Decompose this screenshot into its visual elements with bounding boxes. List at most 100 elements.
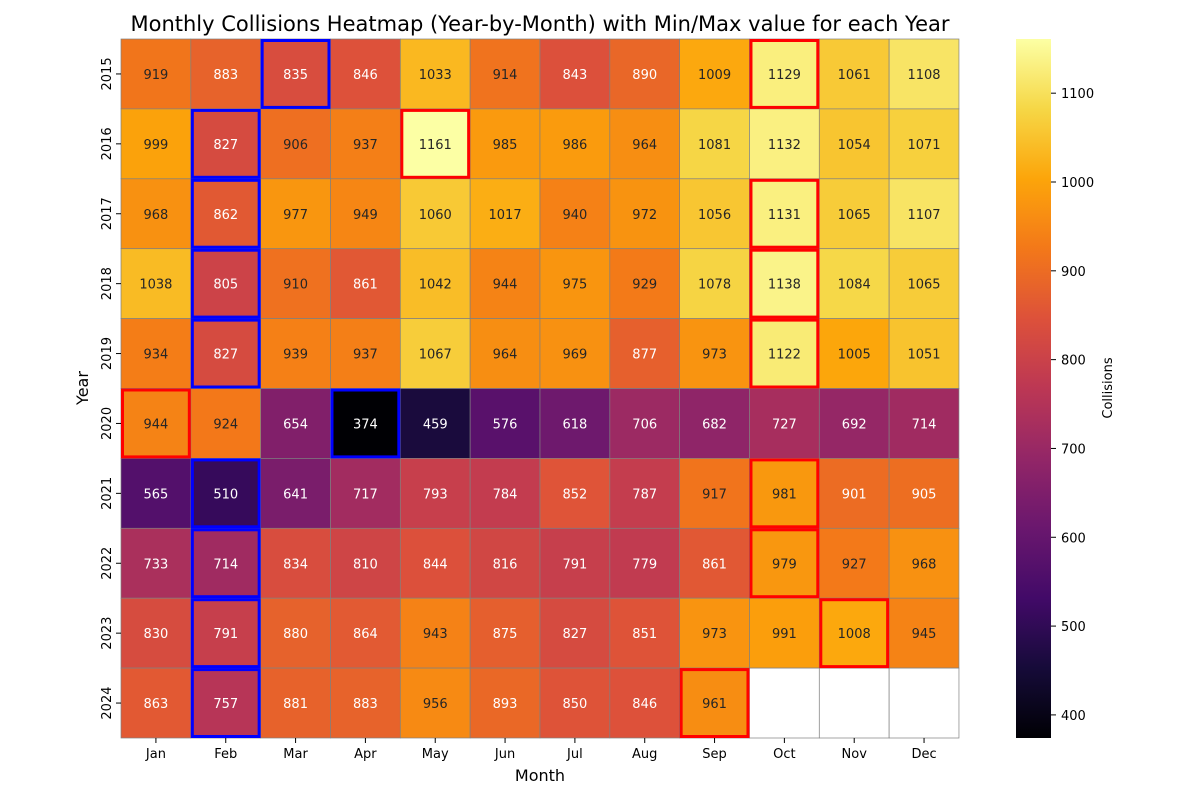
cell-value-label: 846 — [632, 697, 657, 712]
heatmap-cell — [399, 178, 471, 250]
cell-value-label: 883 — [213, 68, 238, 83]
cell-value-label: 1056 — [698, 208, 731, 223]
heatmap-cell — [818, 248, 890, 319]
cell-value-label: 618 — [562, 417, 587, 432]
heatmap-cell — [749, 38, 820, 110]
cell-value-label: 985 — [493, 138, 518, 153]
x-tick-label: Nov — [842, 747, 868, 762]
colorbar-tick-label: 700 — [1061, 442, 1086, 457]
heatmap-cell — [609, 388, 680, 459]
heatmap-cell — [888, 178, 960, 250]
cell-value-label: 787 — [632, 487, 657, 502]
min-highlight-box — [190, 458, 261, 529]
heatmap-cell — [330, 597, 401, 669]
cell-value-label: 901 — [842, 487, 867, 502]
cell-value-label: 986 — [562, 138, 587, 153]
heatmap-cell — [888, 458, 960, 529]
cell-value-label: 964 — [632, 138, 657, 153]
heatmap-cell — [260, 388, 331, 459]
heatmap-cell — [399, 667, 471, 739]
cell-value-label: 1084 — [838, 278, 871, 293]
cell-value-label: 944 — [493, 278, 518, 293]
cell-value-label: 991 — [772, 627, 797, 642]
cell-value-label: 852 — [562, 487, 587, 502]
cell-value-label: 861 — [702, 557, 727, 572]
heatmap-cell — [469, 248, 541, 319]
cell-value-label: 846 — [353, 68, 378, 83]
cell-value-label: 940 — [562, 208, 587, 223]
cell-value-label: 1107 — [907, 208, 940, 223]
cell-value-label: 1038 — [139, 278, 172, 293]
heatmap-cell — [120, 248, 192, 319]
heatmap-cell — [609, 527, 680, 599]
colorbar-ticks: 400 500 600 700 800 900 1000 1100 — [1051, 87, 1094, 724]
max-highlight-box — [749, 318, 820, 389]
cell-value-label: 1054 — [838, 138, 871, 153]
cell-value-label: 881 — [283, 697, 308, 712]
heatmap-cell — [330, 248, 401, 319]
x-tick-label: Feb — [214, 747, 237, 762]
cell-value-label: 961 — [702, 697, 727, 712]
x-tick-label: Sep — [702, 747, 727, 762]
heatmap-cell — [330, 38, 401, 110]
cell-value-label: 934 — [144, 348, 169, 363]
heatmap-cell — [190, 318, 262, 389]
cell-value-label: 969 — [562, 348, 587, 363]
heatmap-cell-empty — [749, 667, 820, 739]
cell-value-label: 977 — [283, 208, 308, 223]
max-highlight-box — [121, 388, 191, 459]
heatmap-cell — [469, 108, 541, 180]
y-tick-label: 2022 — [100, 547, 115, 580]
heatmap-cell — [609, 248, 680, 319]
cell-value-label: 1033 — [419, 68, 452, 83]
cell-value-label: 929 — [632, 278, 657, 293]
heatmap-cell — [399, 248, 471, 319]
heatmap-cell — [679, 597, 750, 669]
heatmap-cell — [818, 108, 890, 180]
heatmap-cell — [120, 667, 192, 739]
cell-value-label: 844 — [423, 557, 448, 572]
cell-value-label: 956 — [423, 697, 448, 712]
cell-value-label: 910 — [283, 278, 308, 293]
heatmap-cell — [749, 178, 820, 250]
y-tick-label: 2016 — [100, 127, 115, 160]
heatmap-cell — [749, 597, 820, 669]
min-highlight-box — [190, 178, 261, 249]
min-highlight-box — [190, 248, 261, 319]
cell-value-label: 850 — [562, 697, 587, 712]
heatmap-cell — [190, 458, 262, 529]
colorbar — [1016, 39, 1051, 738]
min-highlight-box — [190, 108, 261, 179]
cell-value-label: 1008 — [838, 627, 871, 642]
colorbar-tick-label: 1000 — [1061, 176, 1094, 191]
cell-value-label: 1065 — [838, 208, 871, 223]
cell-value-label: 973 — [702, 627, 727, 642]
cell-value-label: 1138 — [768, 278, 801, 293]
heatmap-cell — [399, 38, 471, 110]
heatmap-cell — [120, 527, 192, 599]
cell-value-label: 791 — [562, 557, 587, 572]
cell-value-label: 877 — [632, 348, 657, 363]
cell-value-label: 827 — [213, 138, 238, 153]
heatmap-cell — [679, 178, 750, 250]
x-axis-ticks: Jan Feb Mar Apr May Jun Jul Aug Sep Oct Nov Dec — [145, 738, 937, 762]
min-highlight-box — [260, 39, 331, 109]
cell-value-label: 834 — [283, 557, 308, 572]
heatmap-cell — [399, 388, 471, 459]
heatmap-cell — [260, 38, 331, 110]
heatmap-cell — [260, 458, 331, 529]
cell-value-label: 565 — [144, 487, 169, 502]
max-highlight-box — [749, 528, 820, 599]
cell-value-label: 890 — [632, 68, 657, 83]
cell-value-label: 1161 — [419, 138, 452, 153]
cell-value-label: 945 — [912, 627, 937, 642]
min-highlight-box — [190, 318, 261, 389]
x-tick-label: Apr — [354, 747, 377, 762]
heatmap-cell — [190, 178, 262, 250]
max-highlight-box — [679, 668, 750, 738]
cell-value-label: 1017 — [489, 208, 522, 223]
heatmap-cell — [330, 458, 401, 529]
cell-value-label: 1042 — [419, 278, 452, 293]
heatmap-cell — [539, 667, 611, 739]
heatmap-cell — [888, 388, 960, 459]
